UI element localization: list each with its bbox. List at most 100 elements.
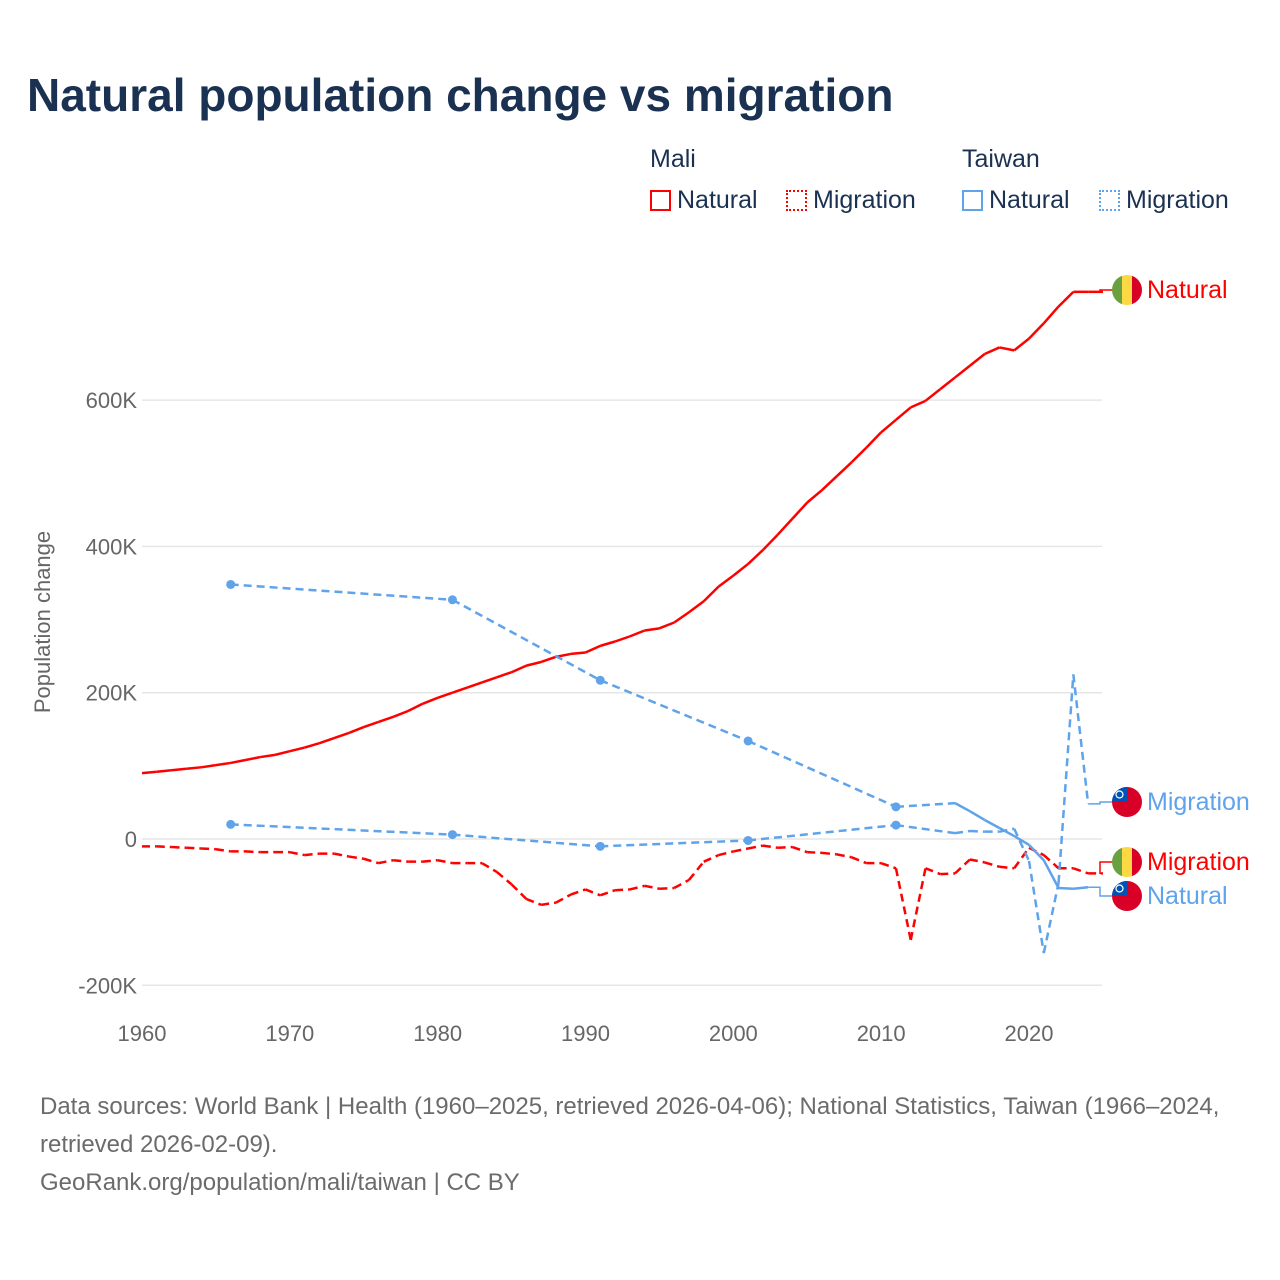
series-segment xyxy=(1057,290,1075,308)
series-segment xyxy=(318,736,335,745)
series-segment xyxy=(570,888,586,896)
flag-blue-canton xyxy=(1112,881,1127,896)
series-segment xyxy=(1042,859,1060,889)
series-segment xyxy=(585,888,601,897)
series-segment xyxy=(895,406,912,421)
series-segment xyxy=(245,850,261,854)
series-segment xyxy=(910,399,927,409)
x-tick-label: 1960 xyxy=(118,1021,167,1046)
legend-taiwan-migration[interactable]: Migration xyxy=(1099,186,1229,215)
series-segment xyxy=(895,823,956,835)
series-segment xyxy=(747,823,897,842)
label-connector xyxy=(1099,289,1113,293)
label-connector xyxy=(1088,886,1113,897)
taiwan-flag-icon xyxy=(1112,787,1142,817)
legend-swatch-dotted xyxy=(786,190,807,211)
series-segment xyxy=(969,858,985,864)
series-segment xyxy=(615,888,630,892)
series-segment xyxy=(1042,854,1060,870)
series-segment xyxy=(984,346,1000,356)
legend-swatch-solid xyxy=(650,190,671,211)
series-segment xyxy=(761,533,779,551)
series-segment xyxy=(1057,674,1075,883)
flag-body xyxy=(1112,847,1142,877)
series-segment xyxy=(954,858,971,875)
series-segment xyxy=(776,517,794,536)
series-mali-natural xyxy=(141,289,1113,775)
series-segment xyxy=(245,755,261,762)
data-point xyxy=(226,579,236,589)
series-segment xyxy=(954,802,971,813)
series-segment xyxy=(969,353,986,367)
mali-flag-icon xyxy=(1112,275,1142,305)
end-label: Natural xyxy=(1147,276,1228,304)
series-segment xyxy=(1072,867,1089,875)
series-segment xyxy=(333,731,350,740)
label-connector xyxy=(1088,801,1113,805)
series-segment xyxy=(865,431,883,449)
series-segment xyxy=(599,889,616,897)
series-segment xyxy=(215,848,231,853)
series-segment xyxy=(733,847,749,853)
legend-mali-natural[interactable]: Natural xyxy=(650,186,758,215)
series-segment xyxy=(762,844,778,850)
series-segment xyxy=(452,833,601,848)
x-tick-label: 1990 xyxy=(561,1021,610,1046)
series-segment xyxy=(422,858,438,863)
series-segment xyxy=(422,696,439,705)
data-point xyxy=(891,802,901,812)
data-sources: Data sources: World Bank | Health (1960–… xyxy=(40,1093,1220,1158)
label-connector xyxy=(1099,861,1113,875)
series-segment xyxy=(599,679,749,743)
series-segment xyxy=(451,598,601,682)
series-segment xyxy=(1072,674,1090,805)
flag-sun xyxy=(1115,884,1124,893)
series-segment xyxy=(230,758,246,765)
series-segment xyxy=(732,562,749,577)
series-segment xyxy=(525,897,542,906)
series-segment xyxy=(836,853,852,859)
series-segment xyxy=(777,845,793,850)
series-segment xyxy=(851,856,867,865)
credit-link[interactable]: GeoRank.org/population/mali/taiwan | CC … xyxy=(40,1169,520,1196)
legend-taiwan-natural[interactable]: Natural xyxy=(962,186,1070,215)
flag-red xyxy=(1132,847,1142,877)
series-segment xyxy=(570,651,586,656)
legend-mali-migration[interactable]: Migration xyxy=(786,186,916,215)
series-segment xyxy=(526,660,542,667)
series-segment xyxy=(821,851,837,856)
series-segment xyxy=(850,446,868,464)
series-segment xyxy=(156,768,172,773)
y-tick-label: 400K xyxy=(86,534,138,559)
series-segment xyxy=(792,845,808,854)
series-segment xyxy=(289,746,305,753)
series-segment xyxy=(348,855,364,860)
series-segment xyxy=(969,810,986,822)
series-segment xyxy=(378,858,394,865)
y-tick-label: 600K xyxy=(86,388,138,413)
series-segment xyxy=(791,501,809,520)
series-segment xyxy=(984,818,1001,830)
series-segment xyxy=(555,893,572,904)
series-segment xyxy=(629,884,645,891)
series-segment xyxy=(407,702,424,713)
x-tick-label: 1970 xyxy=(265,1021,314,1046)
x-tick-label: 2000 xyxy=(709,1021,758,1046)
data-point xyxy=(891,820,901,830)
series-segment xyxy=(171,767,187,772)
series-segment xyxy=(363,720,379,729)
series-segment xyxy=(201,847,216,851)
series-segment xyxy=(274,750,291,757)
series-segment xyxy=(1073,886,1089,890)
series-segment xyxy=(1013,337,1030,352)
data-point xyxy=(595,841,605,851)
series-segment xyxy=(614,635,631,643)
legend-group-mali: Mali xyxy=(650,145,696,173)
series-segment xyxy=(584,644,601,654)
series-segment xyxy=(510,883,528,900)
series-taiwan-natural xyxy=(226,579,1113,897)
series-segment xyxy=(1013,828,1031,862)
footer: Data sources: World Bank | Health (1960–… xyxy=(40,1088,1250,1202)
series-segment xyxy=(1028,843,1045,862)
